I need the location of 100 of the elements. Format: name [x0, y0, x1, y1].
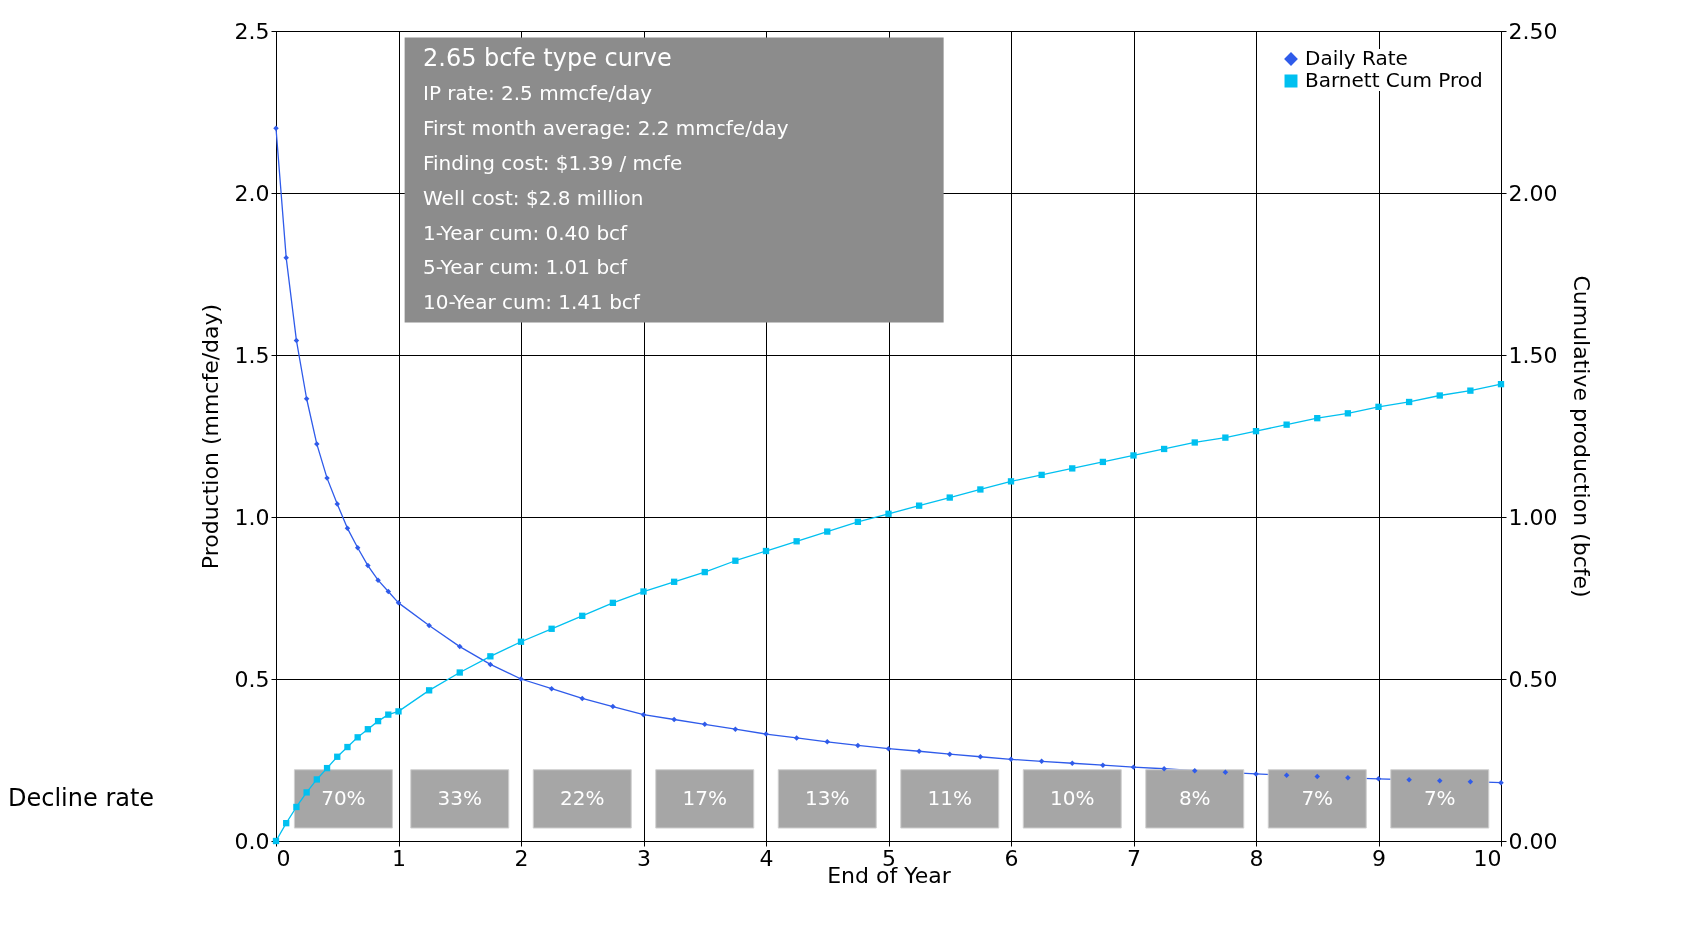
band-label: 8% — [1178, 785, 1211, 810]
point — [354, 734, 361, 741]
y2-tick-label: 0.00 — [1508, 828, 1558, 854]
y2-tick-label: 1.50 — [1508, 342, 1558, 368]
text: Decline rate — [8, 783, 155, 812]
point — [457, 643, 463, 650]
point — [732, 557, 739, 564]
legend-label: Barnett Cum Prod — [1305, 68, 1483, 92]
point — [1222, 769, 1229, 776]
point — [855, 742, 861, 749]
point — [456, 669, 463, 676]
annotation: 5-Year cum: 1.01 bcf — [423, 255, 629, 280]
y-tick-label: 2.0 — [234, 180, 270, 206]
annotation: 2.65 bcfe type curve — [423, 43, 672, 72]
point — [487, 653, 494, 660]
point — [579, 612, 586, 619]
point — [283, 820, 290, 827]
point — [702, 721, 708, 728]
point — [1314, 415, 1321, 422]
x-tick-label: 1 — [392, 845, 406, 871]
point — [374, 717, 382, 725]
point — [885, 510, 892, 517]
point — [1375, 776, 1382, 782]
point — [610, 703, 616, 710]
band-label: 7% — [1423, 785, 1456, 810]
point — [793, 538, 800, 545]
point — [854, 518, 862, 526]
point — [977, 754, 984, 760]
point — [609, 599, 617, 607]
point — [1498, 779, 1504, 786]
point — [1007, 478, 1015, 485]
point — [385, 711, 392, 718]
point — [732, 726, 739, 732]
point — [946, 494, 953, 501]
point — [670, 578, 678, 585]
legend-label: Daily Rate — [1305, 46, 1408, 70]
x-tick-label: 10 — [1473, 845, 1502, 871]
point — [303, 789, 310, 796]
point — [283, 255, 289, 261]
point — [1038, 471, 1045, 479]
band-label: 10% — [1050, 785, 1095, 810]
point — [579, 695, 585, 702]
point — [1497, 381, 1505, 388]
point — [947, 751, 953, 757]
point — [1283, 772, 1290, 778]
point — [1436, 392, 1443, 399]
point — [314, 441, 320, 447]
point — [1344, 410, 1352, 417]
x-tick-label: 7 — [1127, 845, 1141, 871]
y2-tick-label: 2.50 — [1508, 18, 1558, 44]
band-label: 7% — [1301, 785, 1334, 810]
point — [793, 735, 800, 741]
point — [640, 588, 647, 595]
point — [365, 562, 371, 569]
point — [824, 739, 830, 745]
point — [1191, 439, 1198, 446]
band-label: 33% — [437, 785, 482, 810]
point — [762, 547, 770, 555]
y2-tick-label: 1.00 — [1508, 504, 1558, 530]
point — [548, 625, 555, 632]
point — [364, 726, 372, 733]
point — [1345, 775, 1351, 781]
point — [1130, 452, 1137, 459]
band-label: 70% — [321, 785, 366, 810]
annotation: Well cost: $2.8 million — [423, 185, 644, 210]
annotation: IP rate: 2.5 mmcfe/day — [423, 80, 653, 105]
point — [303, 396, 310, 402]
point — [1008, 756, 1014, 763]
point — [1130, 764, 1137, 770]
x-tick-label: 2 — [514, 845, 529, 871]
point — [323, 764, 331, 772]
point — [426, 622, 432, 629]
point — [395, 600, 402, 606]
point — [1160, 445, 1168, 453]
point — [1161, 766, 1167, 772]
point — [1283, 421, 1290, 428]
point — [354, 545, 361, 551]
x-tick-label: 3 — [637, 845, 651, 871]
point — [334, 501, 340, 507]
annotation: 1-Year cum: 0.40 bcf — [423, 220, 629, 245]
point — [1099, 458, 1107, 466]
x-tick-label: 4 — [759, 845, 774, 871]
point — [1314, 773, 1320, 780]
point — [517, 638, 525, 645]
point — [1038, 758, 1045, 765]
point — [425, 687, 433, 694]
y-axis-title: Production (mmcfe/day) — [197, 303, 223, 570]
point — [977, 486, 984, 493]
band-label: 17% — [682, 785, 727, 810]
point — [1437, 778, 1443, 784]
point — [1069, 760, 1075, 766]
point — [1192, 767, 1198, 774]
x-tick-label: 6 — [1004, 845, 1019, 871]
point — [671, 716, 677, 723]
y2-axis-title: Cumulative production (bcfe) — [1569, 275, 1595, 598]
point — [701, 568, 708, 576]
point — [1252, 427, 1260, 435]
y-tick-label: 0.0 — [234, 828, 270, 854]
annotation: 10-Year cum: 1.41 bcf — [423, 290, 641, 315]
point — [1406, 777, 1412, 783]
